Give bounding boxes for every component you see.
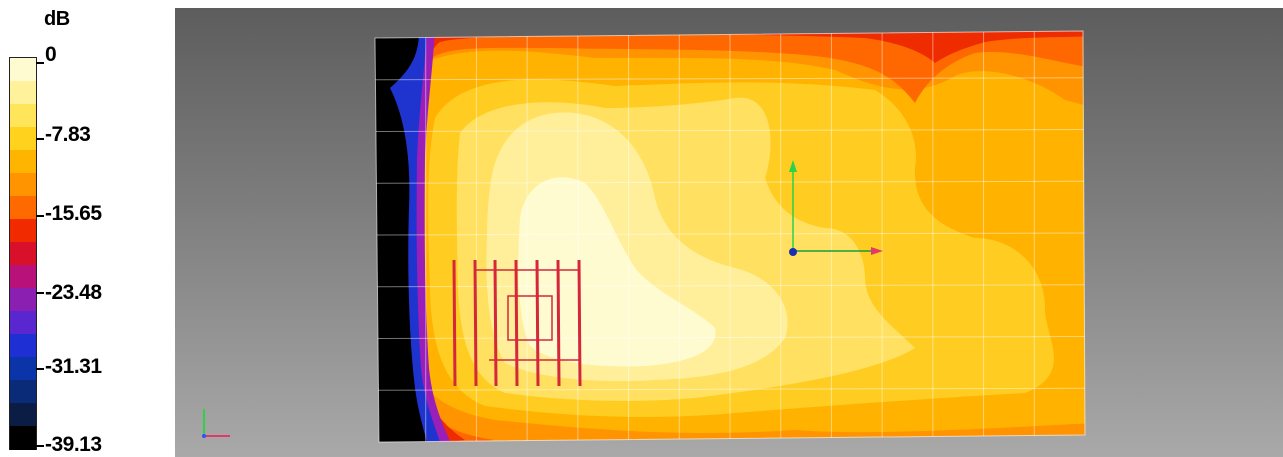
legend-color-band (10, 242, 36, 266)
corner-orientation-icon (202, 409, 230, 438)
legend-color-band (10, 265, 36, 289)
legend-color-band (10, 81, 36, 105)
legend-color-band (10, 403, 36, 427)
array-line (493, 259, 498, 387)
level-10-region (375, 31, 429, 442)
axes-gizmo (789, 160, 883, 256)
legend-color-band (10, 219, 36, 243)
legend-color-band (10, 150, 36, 174)
color-legend: dB 0 -7.83 -15.65 -23.48 -31.31 -39.13 (0, 0, 172, 457)
3d-viewport[interactable] (175, 8, 1283, 457)
grid-line (375, 387, 1085, 391)
legend-color-band (10, 127, 36, 151)
legend-color-band (10, 311, 36, 335)
array-line (535, 259, 540, 387)
grid-line (375, 129, 1085, 132)
array-line (473, 259, 478, 387)
legend-color-band (10, 288, 36, 312)
x-axis-arrow-icon (871, 247, 883, 255)
legend-tick-label-5: -39.13 (45, 433, 102, 456)
legend-tick (36, 138, 44, 140)
legend-tick-label-0: 0 (45, 43, 57, 66)
legend-color-band (10, 58, 36, 82)
legend-tick (36, 292, 44, 294)
legend-tick-label-3: -23.48 (45, 281, 102, 304)
legend-tick-label-2: -15.65 (45, 202, 102, 225)
y-axis-arrow-icon (789, 160, 797, 172)
grid-line (375, 284, 1085, 288)
legend-tick (36, 62, 44, 64)
level-0-region (518, 177, 716, 367)
legend-color-band (10, 357, 36, 381)
array-line (556, 259, 561, 387)
color-scale-bar (9, 57, 37, 450)
legend-color-band (10, 426, 36, 450)
array-line (514, 259, 519, 387)
grid-line (375, 180, 1085, 184)
heatmap-surface (375, 31, 1085, 442)
legend-tick (36, 445, 44, 447)
sound-map-plot (202, 30, 1086, 443)
array-frame (507, 295, 553, 341)
legend-color-band (10, 380, 36, 404)
legend-unit-label: dB (44, 8, 70, 30)
grid-line (375, 336, 1085, 339)
grid-line (375, 77, 1085, 81)
grid-line (375, 232, 1085, 236)
legend-color-band (10, 173, 36, 197)
surface-grid (375, 31, 1085, 442)
gizmo-origin-icon (789, 248, 797, 256)
surface-outline (374, 30, 1086, 443)
legend-color-band (10, 334, 36, 358)
orientation-z-icon (202, 434, 206, 438)
legend-tick-label-4: -31.31 (45, 355, 102, 378)
array-line (577, 259, 582, 387)
microphone-array (452, 259, 582, 387)
legend-color-band (10, 196, 36, 220)
legend-tick (36, 368, 44, 370)
legend-tick (36, 215, 44, 217)
legend-color-band (10, 104, 36, 128)
array-line (452, 259, 457, 387)
legend-tick-label-1: -7.83 (45, 123, 91, 146)
